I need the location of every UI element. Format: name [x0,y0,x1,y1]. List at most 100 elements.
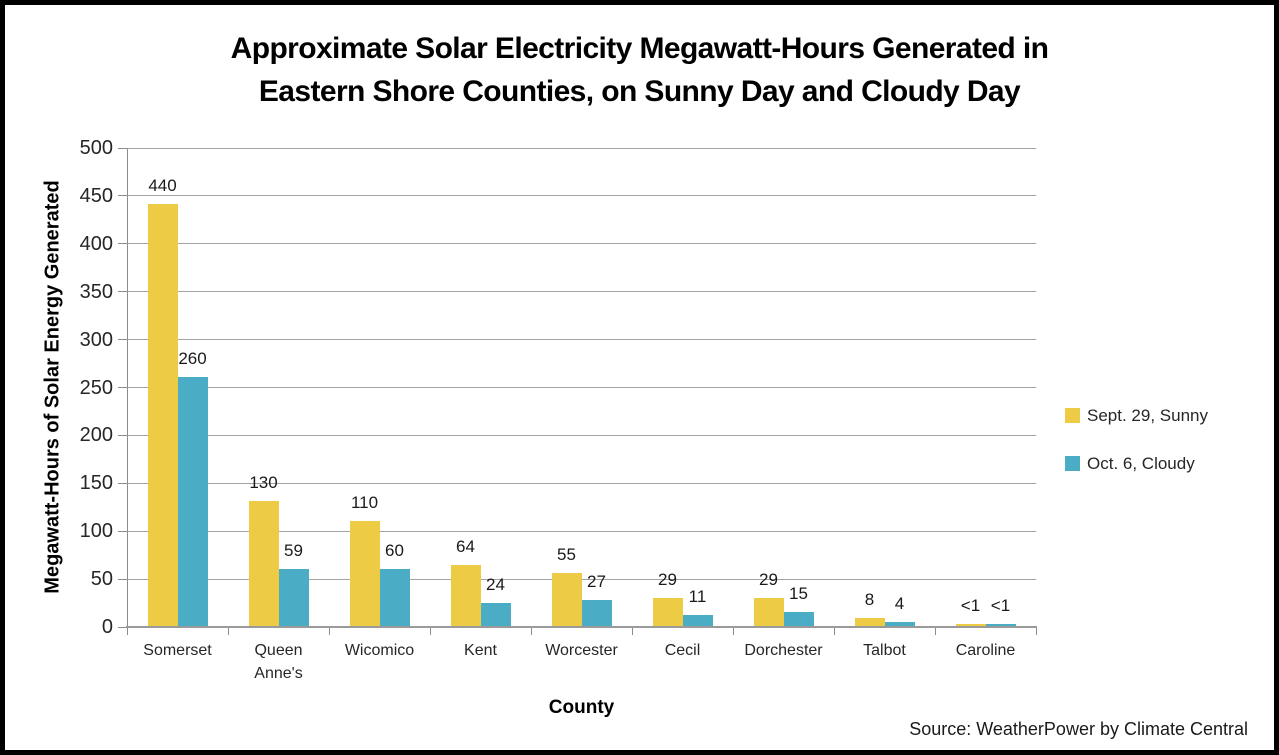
chart-legend: Sept. 29, Sunny Oct. 6, Cloudy [1065,405,1208,501]
bar [450,564,481,626]
gridline [127,195,1036,197]
bar [379,568,410,626]
gridline [127,530,1036,532]
legend-label: Oct. 6, Cloudy [1087,454,1195,473]
gridline [127,578,1036,580]
bar-value-label: 110 [350,492,379,512]
gridline [127,434,1036,436]
legend-label: Sept. 29, Sunny [1087,406,1208,425]
chart-title-line-2: Eastern Shore Counties, on Sunny Day and… [258,75,1021,108]
bar [278,569,309,626]
x-category-label: Kent [464,642,497,659]
x-category-label: Dorchester [744,642,823,659]
bar [955,624,986,626]
y-tick-label: 100 [79,520,113,543]
bar-value-label: 24 [486,575,505,595]
bar [177,376,208,626]
x-axis-tick [329,628,330,635]
x-axis-tick [834,628,835,635]
bar [551,573,582,626]
legend-item: Sept. 29, Sunny [1065,405,1208,426]
y-axis-tick [118,291,127,293]
bar-value-label: 8 [864,590,875,610]
x-axis-title: County [548,697,615,718]
bar [783,611,814,626]
y-axis-tick [118,243,127,245]
gridline [127,291,1036,293]
bar-value-label: 60 [385,540,404,560]
y-axis-tick [118,530,127,532]
x-axis-tick [935,628,936,635]
x-category-label: Worcester [545,642,618,659]
y-axis-tick [118,147,127,149]
legend-swatch-icon [1065,456,1080,471]
y-tick-label: 400 [79,232,113,255]
x-axis-tick [127,628,128,635]
gridline [127,243,1036,245]
bar-value-label: 29 [759,570,778,590]
bar [652,598,683,626]
bar-value-label: 4 [894,594,905,614]
gridline [127,147,1036,149]
y-tick-label: 250 [79,376,113,399]
y-axis-tick [118,578,127,580]
bar-value-label: 11 [688,587,707,607]
bar-value-label: 260 [178,348,207,368]
y-tick-label: 350 [79,280,113,303]
y-axis-tick [118,626,127,628]
chart-title-line-1: Approximate Solar Electricity Megawatt-H… [230,32,1049,65]
x-category-label: Queen Anne's [254,642,303,682]
bar [854,618,885,626]
x-axis-tick [531,628,532,635]
gridline [127,482,1036,484]
bar [985,624,1016,626]
y-axis-tick [118,195,127,197]
bar [349,520,380,626]
x-axis-tick [733,628,734,635]
bar-value-label: 440 [148,176,177,196]
plot-area: 0 50 100 150 200 250 300 350 400 450 500 440 260 Some… [80,138,1037,682]
x-category-label: Caroline [955,642,1016,659]
source-note: Source: WeatherPower by Climate Central [909,719,1248,739]
bar [884,622,915,626]
y-tick-label: 0 [101,616,113,638]
bar-value-label: 59 [284,541,303,561]
bar-value-label: <1 [990,596,1011,615]
y-tick-label: 450 [79,184,113,207]
x-axis-tick [430,628,431,635]
bar-value-label: 27 [587,572,606,592]
bar [480,603,511,626]
y-axis-tick [118,339,127,341]
y-tick-label: 500 [79,137,113,159]
gridline [127,387,1036,388]
bar [248,501,279,626]
y-tick-label: 300 [79,328,113,351]
y-axis-tick [118,482,127,484]
x-axis-tick [632,628,633,635]
bar [682,615,713,626]
bar-value-label: 64 [456,536,475,556]
y-axis-tick [118,434,127,436]
bar-value-label: 29 [658,570,677,590]
x-axis-tick [228,628,229,635]
bar-value-label: 55 [557,545,576,565]
chart-title: Approximate Solar Electricity Megawatt-H… [5,27,1274,113]
x-axis-line [126,626,1037,628]
x-axis-tick [1036,628,1037,635]
x-category-label: Wicomico [344,642,415,659]
y-axis-tick [118,387,127,388]
gridline [127,339,1036,341]
y-tick-label: 50 [90,568,113,591]
y-tick-label: 150 [79,472,113,495]
x-category-label: Cecil [664,642,701,659]
bar-value-label: 130 [249,473,278,493]
x-category-label: Somerset [143,642,212,659]
y-tick-label: 200 [79,424,113,447]
bar-value-label: <1 [960,596,981,615]
x-category-label: Talbot [863,642,906,659]
bar-value-label: 15 [789,583,808,603]
bar [147,204,178,626]
bar [581,600,612,626]
legend-item: Oct. 6, Cloudy [1065,453,1208,474]
